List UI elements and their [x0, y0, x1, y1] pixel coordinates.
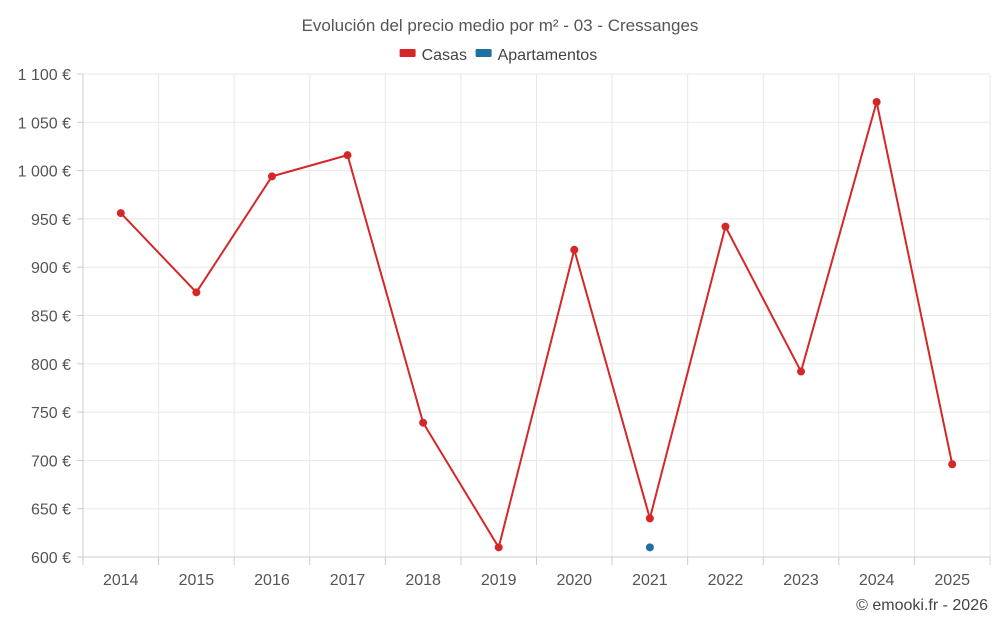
data-point [419, 418, 428, 427]
y-tick-label: 800 € [31, 357, 71, 374]
series-layer [116, 98, 957, 552]
x-tick-label: 2021 [632, 572, 668, 589]
y-tick-label: 750 € [31, 405, 71, 422]
data-point [645, 543, 654, 552]
x-tick-label: 2022 [708, 572, 744, 589]
legend-label: Apartamentos [498, 47, 598, 64]
legend-swatch [475, 49, 492, 57]
y-tick-label: 700 € [31, 453, 71, 470]
legend-label: Casas [422, 47, 467, 64]
y-tick-label: 850 € [31, 309, 71, 326]
y-tick-label: 1 000 € [18, 164, 71, 181]
data-point [494, 543, 503, 552]
data-point [948, 460, 957, 469]
credit-text: © emooki.fr - 2026 [856, 597, 988, 614]
y-tick-label: 650 € [31, 502, 71, 519]
y-tick-label: 1 100 € [18, 67, 71, 84]
x-tick-label: 2016 [254, 572, 290, 589]
x-tick-label: 2025 [934, 572, 970, 589]
data-point [721, 222, 730, 231]
x-tick-label: 2020 [556, 572, 592, 589]
y-tick-label: 1 050 € [18, 115, 71, 132]
data-point [267, 172, 276, 181]
series-casas [116, 98, 957, 552]
y-tick-label: 600 € [31, 550, 71, 567]
legend: Casas Apartamentos [399, 47, 598, 64]
series-apartamentos [645, 543, 654, 552]
legend-item-apartamentos: Apartamentos [475, 47, 598, 64]
x-tick-label: 2014 [103, 572, 139, 589]
legend-swatch [399, 49, 416, 57]
chart-title: Evolución del precio medio por m² - 03 -… [302, 16, 699, 35]
data-point [192, 288, 201, 297]
y-tick-label: 950 € [31, 212, 71, 229]
y-axis: 600 € 650 € 700 € 750 € 800 € 850 € 900 € 950 €… [18, 67, 84, 567]
x-axis: 2014 2015 2016 2017 2018 2019 2020 2021 2022 2023… [82, 556, 991, 589]
data-point [645, 514, 654, 523]
y-tick-label: 900 € [31, 260, 71, 277]
x-tick-label: 2024 [859, 572, 895, 589]
x-tick-label: 2017 [330, 572, 366, 589]
data-point [872, 98, 881, 107]
data-point [343, 151, 352, 160]
x-tick-label: 2019 [481, 572, 517, 589]
data-point [570, 245, 579, 254]
data-point [116, 209, 125, 218]
x-tick-label: 2018 [405, 572, 441, 589]
grid [82, 73, 991, 558]
series-line [120, 101, 954, 549]
legend-item-casas: Casas [399, 47, 467, 64]
x-tick-label: 2015 [179, 572, 215, 589]
x-tick-label: 2023 [783, 572, 819, 589]
data-point [797, 367, 806, 376]
